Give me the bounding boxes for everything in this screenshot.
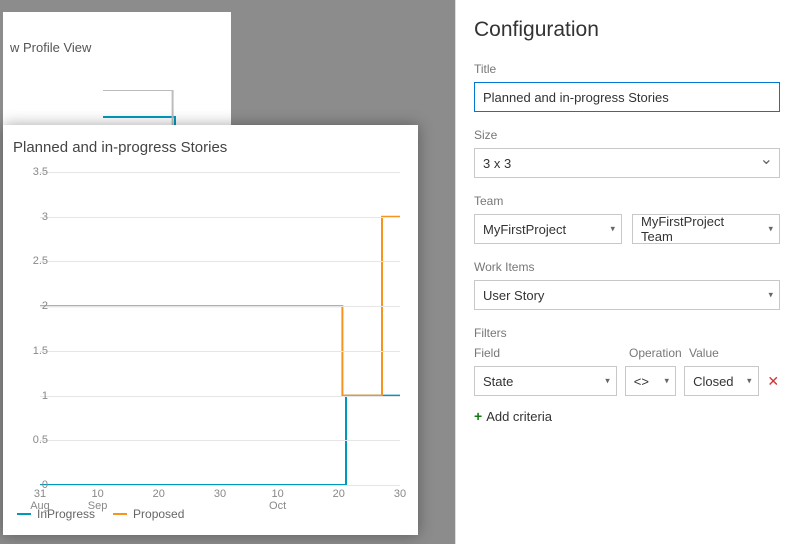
project-select-value: MyFirstProject bbox=[483, 222, 566, 237]
add-criteria-button[interactable]: + Add criteria bbox=[474, 408, 552, 424]
filter-value-value: Closed bbox=[693, 374, 733, 389]
filter-field-select[interactable]: State bbox=[474, 366, 617, 396]
filter-value-select[interactable]: Closed bbox=[684, 366, 758, 396]
team-label: Team bbox=[474, 194, 780, 208]
chart-svg bbox=[40, 172, 400, 485]
filters-col-val: Value bbox=[689, 346, 780, 360]
size-select[interactable]: 3 x 3 bbox=[474, 148, 780, 178]
filters-col-op: Operation bbox=[629, 346, 689, 360]
workitems-label: Work Items bbox=[474, 260, 780, 274]
chevron-down-icon bbox=[768, 290, 773, 301]
team-select-value: MyFirstProject Team bbox=[641, 214, 755, 244]
chevron-down-icon bbox=[605, 376, 610, 387]
chart-preview-card: Planned and in-progress Stories InProgre… bbox=[3, 125, 418, 535]
legend-item: InProgress bbox=[17, 507, 95, 521]
config-heading: Configuration bbox=[474, 18, 780, 42]
chevron-down-icon bbox=[747, 376, 752, 387]
chevron-down-icon bbox=[665, 376, 670, 387]
chevron-down-icon bbox=[610, 224, 615, 235]
team-select[interactable]: MyFirstProject Team bbox=[632, 214, 780, 244]
workitems-select-value: User Story bbox=[483, 288, 544, 303]
filter-row: State <> Closed ✕ bbox=[474, 366, 780, 396]
project-select[interactable]: MyFirstProject bbox=[474, 214, 622, 244]
title-input[interactable] bbox=[474, 82, 780, 112]
chevron-down-icon bbox=[768, 224, 773, 235]
filter-op-select[interactable]: <> bbox=[625, 366, 676, 396]
plus-icon: + bbox=[474, 408, 482, 424]
chart-title: Planned and in-progress Stories bbox=[13, 139, 227, 156]
filter-field-value: State bbox=[483, 374, 513, 389]
background-widget-title: w Profile View bbox=[10, 40, 91, 55]
configuration-panel: Configuration Title Size 3 x 3 Team MyFi… bbox=[455, 0, 800, 544]
remove-filter-icon[interactable]: ✕ bbox=[767, 373, 780, 390]
size-label: Size bbox=[474, 128, 780, 142]
chevron-down-icon bbox=[760, 153, 773, 173]
filters-col-field: Field bbox=[474, 346, 629, 360]
filter-op-value: <> bbox=[634, 374, 649, 389]
workitems-select[interactable]: User Story bbox=[474, 280, 780, 310]
add-criteria-label: Add criteria bbox=[486, 409, 552, 424]
filters-header-row: Field Operation Value bbox=[474, 346, 780, 360]
size-select-value: 3 x 3 bbox=[483, 156, 511, 171]
filters-label: Filters bbox=[474, 326, 780, 340]
title-label: Title bbox=[474, 62, 780, 76]
chart-plot-area bbox=[40, 172, 400, 485]
legend-item: Proposed bbox=[113, 507, 184, 521]
